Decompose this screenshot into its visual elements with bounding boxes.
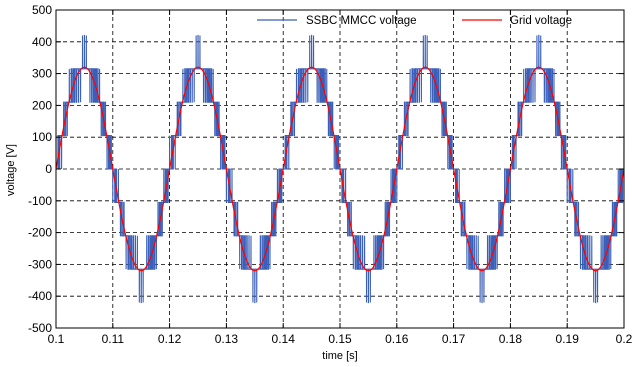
y-tick-label: 100: [32, 130, 52, 144]
legend: SSBC MMCC voltage Grid voltage: [257, 15, 572, 27]
series-group: [55, 34, 625, 304]
y-tick-label: 500: [32, 3, 52, 17]
x-tick-label: 0.17: [442, 332, 466, 346]
legend-label-ssbc-mmcc-voltage: SSBC MMCC voltage: [306, 15, 417, 27]
y-tick-label: 300: [32, 67, 52, 81]
x-tick-label: 0.2: [616, 332, 632, 346]
series-grid-voltage: [55, 66, 625, 272]
legend-label-grid-voltage: Grid voltage: [510, 15, 572, 27]
x-tick-label: 0.1: [48, 332, 65, 346]
x-tick-label: 0.14: [272, 332, 296, 346]
y-tick-label: -500: [28, 321, 52, 335]
axis-ticks: 0.1 0.11 0.12 0.13 0.14 0.15 0.16 0.17 0.18 0.19 0…: [28, 3, 632, 346]
x-tick-label: 0.18: [499, 332, 523, 346]
y-axis-title: voltage [V]: [5, 144, 17, 196]
y-tick-label: 400: [32, 35, 52, 49]
x-tick-label: 0.11: [102, 332, 125, 346]
x-tick-label: 0.15: [328, 332, 352, 346]
x-tick-label: 0.13: [215, 332, 239, 346]
x-tick-label: 0.12: [158, 332, 182, 346]
y-tick-label: 0: [45, 162, 52, 176]
x-tick-label: 0.19: [556, 332, 580, 346]
y-tick-label: 200: [32, 98, 52, 112]
x-tick-label: 0.16: [385, 332, 409, 346]
y-tick-label: -200: [28, 226, 52, 240]
x-axis-title: time [s]: [322, 350, 357, 362]
y-tick-label: -100: [28, 194, 52, 208]
y-tick-label: -300: [28, 257, 52, 271]
y-tick-label: -400: [28, 289, 52, 303]
